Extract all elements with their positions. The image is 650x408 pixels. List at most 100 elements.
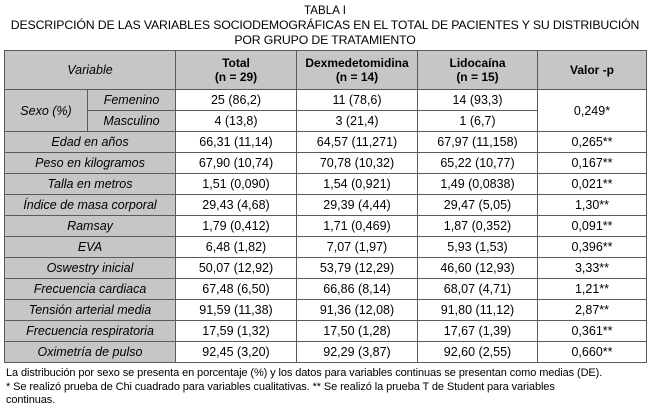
- table-row: Frecuencia respiratoria 17,59 (1,32) 17,50…: [4, 320, 647, 342]
- cell-total: 66,31 (11,14): [175, 131, 297, 153]
- cell-pvalue: 1,30**: [537, 194, 647, 216]
- cell-dex: 53,79 (12,29): [296, 257, 418, 279]
- cell-lido: 68,07 (4,71): [417, 278, 538, 300]
- header-total-label: Total: [222, 56, 250, 70]
- header-dex-label: Dexmedetomidina: [305, 56, 409, 70]
- row-label: Edad en años: [4, 131, 176, 153]
- footnote-line-1: La distribución por sexo se presenta en …: [6, 367, 603, 379]
- cell-sexo-pvalue: 0,249*: [537, 89, 647, 132]
- cell-masculino-dex: 3 (21,4): [296, 110, 418, 132]
- cell-dex: 64,57 (11,271): [296, 131, 418, 153]
- row-label: Peso en kilogramos: [4, 152, 176, 174]
- cell-total: 67,48 (6,50): [175, 278, 297, 300]
- cell-dex: 1,71 (0,469): [296, 215, 418, 237]
- table-row: Oximetría de pulso 92,45 (3,20) 92,29 (3,8…: [4, 341, 647, 363]
- cell-lido: 46,60 (12,93): [417, 257, 538, 279]
- cell-dex: 70,78 (10,32): [296, 152, 418, 174]
- row-label: Frecuencia respiratoria: [4, 320, 176, 342]
- header-dexmedetomidina: Dexmedetomidina (n = 14): [296, 50, 418, 90]
- cell-femenino-total: 25 (86,2): [175, 89, 297, 111]
- cell-dex: 92,29 (3,87): [296, 341, 418, 363]
- cell-pvalue: 2,87**: [537, 299, 647, 321]
- row-sublabel-femenino: Femenino: [87, 89, 176, 111]
- cell-pvalue: 0,091**: [537, 215, 647, 237]
- cell-lido: 67,97 (11,158): [417, 131, 538, 153]
- cell-dex: 29,39 (4,44): [296, 194, 418, 216]
- table-caption-line-2: POR GRUPO DE TRATAMIENTO: [234, 33, 416, 47]
- cell-pvalue: 0,021**: [537, 173, 647, 195]
- cell-masculino-lido: 1 (6,7): [417, 110, 538, 132]
- table-row: Edad en años 66,31 (11,14) 64,57 (11,271) 6…: [4, 131, 647, 153]
- sociodemographic-variables-table: Variable Total (n = 29) Dexmedetomidina …: [4, 50, 647, 363]
- cell-total: 29,43 (4,68): [175, 194, 297, 216]
- cell-femenino-dex: 11 (78,6): [296, 89, 418, 111]
- cell-total: 67,90 (10,74): [175, 152, 297, 174]
- row-label: Ramsay: [4, 215, 176, 237]
- row-label: EVA: [4, 236, 176, 258]
- cell-total: 91,59 (11,38): [175, 299, 297, 321]
- table-header-row: Variable Total (n = 29) Dexmedetomidina …: [4, 50, 647, 90]
- header-lido-count: (n = 15): [456, 70, 499, 84]
- table-container: Variable Total (n = 29) Dexmedetomidina …: [0, 50, 650, 363]
- cell-pvalue: 0,396**: [537, 236, 647, 258]
- cell-pvalue: 0,265**: [537, 131, 647, 153]
- table-row: Tensión arterial media 91,59 (11,38) 91,36…: [4, 299, 647, 321]
- table-body: Variable Total (n = 29) Dexmedetomidina …: [4, 50, 647, 363]
- cell-total: 50,07 (12,92): [175, 257, 297, 279]
- cell-lido: 92,60 (2,55): [417, 341, 538, 363]
- cell-dex: 17,50 (1,28): [296, 320, 418, 342]
- cell-pvalue: 0,660**: [537, 341, 647, 363]
- table-caption-line-1: DESCRIPCIÓN DE LAS VARIABLES SOCIODEMOGR…: [10, 18, 640, 32]
- row-label: Tensión arterial media: [4, 299, 176, 321]
- cell-lido: 29,47 (5,05): [417, 194, 538, 216]
- header-total: Total (n = 29): [175, 50, 297, 90]
- cell-lido: 65,22 (10,77): [417, 152, 538, 174]
- cell-masculino-total: 4 (13,8): [175, 110, 297, 132]
- cell-lido: 91,80 (11,12): [417, 299, 538, 321]
- table-row: Peso en kilogramos 67,90 (10,74) 70,78 (10…: [4, 152, 647, 174]
- cell-lido: 17,67 (1,39): [417, 320, 538, 342]
- cell-lido: 1,49 (0,0838): [417, 173, 538, 195]
- cell-total: 17,59 (1,32): [175, 320, 297, 342]
- table-row: Talla en metros 1,51 (0,090) 1,54 (0,921) 1…: [4, 173, 647, 195]
- row-label: Oximetría de pulso: [4, 341, 176, 363]
- table-row: Índice de masa corporal 29,43 (4,68) 29,39…: [4, 194, 647, 216]
- table-row: Masculino 4 (13,8) 3 (21,4) 1 (6,7): [5, 110, 647, 132]
- cell-total: 1,51 (0,090): [175, 173, 297, 195]
- cell-lido: 1,87 (0,352): [417, 215, 538, 237]
- row-label-sexo: Sexo (%): [4, 89, 88, 132]
- row-sublabel-masculino: Masculino: [87, 110, 176, 132]
- cell-dex: 91,36 (12,08): [296, 299, 418, 321]
- cell-total: 1,79 (0,412): [175, 215, 297, 237]
- header-dex-count: (n = 14): [335, 70, 379, 84]
- table-row: Oswestry inicial 50,07 (12,92) 53,79 (12,2…: [4, 257, 647, 279]
- cell-total: 6,48 (1,82): [175, 236, 297, 258]
- cell-lido: 5,93 (1,53): [417, 236, 538, 258]
- cell-total: 92,45 (3,20): [175, 341, 297, 363]
- row-label: Índice de masa corporal: [4, 194, 176, 216]
- header-lido-label: Lidocaína: [449, 56, 506, 70]
- table-row: Frecuencia cardiaca 67,48 (6,50) 66,86 (8,…: [4, 278, 647, 300]
- cell-dex: 7,07 (1,97): [296, 236, 418, 258]
- row-label: Oswestry inicial: [4, 257, 176, 279]
- header-lidocaina: Lidocaína (n = 15): [417, 50, 538, 90]
- header-total-count: (n = 29): [214, 70, 258, 84]
- cell-dex: 1,54 (0,921): [296, 173, 418, 195]
- cell-femenino-lido: 14 (93,3): [417, 89, 538, 111]
- header-variable: Variable: [4, 50, 176, 90]
- table-footnote: La distribución por sexo se presenta en …: [0, 363, 650, 408]
- table-row: Sexo (%) Femenino 25 (86,2) 11 (78,6) 14…: [4, 89, 647, 132]
- row-label: Talla en metros: [4, 173, 176, 195]
- cell-pvalue: 0,361**: [537, 320, 647, 342]
- row-label: Frecuencia cardiaca: [4, 278, 176, 300]
- cell-pvalue: 1,21**: [537, 278, 647, 300]
- cell-pvalue: 0,167**: [537, 152, 647, 174]
- cell-dex: 66,86 (8,14): [296, 278, 418, 300]
- table-title-block: TABLA I DESCRIPCIÓN DE LAS VARIABLES SOC…: [0, 0, 650, 50]
- footnote-line-3: continuas.: [6, 394, 56, 406]
- table-row: Ramsay 1,79 (0,412) 1,71 (0,469) 1,87 (0,35…: [4, 215, 647, 237]
- cell-pvalue: 3,33**: [537, 257, 647, 279]
- table-row: EVA 6,48 (1,82) 7,07 (1,97) 5,93 (1,53) 0,39…: [4, 236, 647, 258]
- header-pvalue: Valor -p: [537, 50, 647, 90]
